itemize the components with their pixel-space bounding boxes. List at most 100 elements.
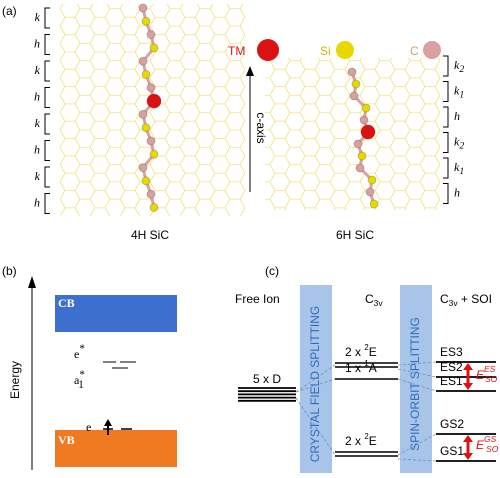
subscript: 1 xyxy=(459,90,464,101)
panel-label: (b) xyxy=(2,264,17,278)
legend-text: C xyxy=(410,44,419,58)
layer-bracket xyxy=(44,140,50,161)
level-label: 5 x D xyxy=(253,372,281,386)
base: A xyxy=(369,361,377,375)
superscript: 1 xyxy=(364,359,368,368)
band-label: VB xyxy=(58,433,75,447)
layer-label: k xyxy=(35,10,41,24)
level-label: 1 x 1A xyxy=(345,359,377,375)
base: h xyxy=(454,185,460,199)
prefix: 2 x xyxy=(345,434,364,448)
connector xyxy=(295,378,336,393)
level-label: e* xyxy=(74,343,85,361)
si-atom xyxy=(141,16,151,26)
layer-label: h xyxy=(454,109,460,123)
layer-label: k1 xyxy=(454,160,464,177)
base: E xyxy=(369,345,377,359)
connector xyxy=(397,378,437,392)
arrow-head xyxy=(463,383,473,390)
c-atom xyxy=(138,109,148,119)
layer-bracket xyxy=(443,183,449,204)
conduction-band xyxy=(55,295,177,332)
base: k xyxy=(454,160,460,174)
layer-label: h xyxy=(34,195,40,209)
si-atom xyxy=(357,151,367,161)
c-atom xyxy=(146,136,156,146)
lattice-6h xyxy=(265,58,440,210)
layer-bracket xyxy=(44,87,50,108)
si-atom xyxy=(141,123,151,133)
level-label: GS2 xyxy=(440,417,464,431)
si-atom xyxy=(149,149,159,159)
spin-orbit-band xyxy=(400,285,432,473)
polytype-title: 6H SiC xyxy=(336,228,374,242)
column-title: Free Ion xyxy=(235,292,280,306)
band-label: CB xyxy=(58,296,75,310)
c-atom xyxy=(146,83,156,93)
layer-bracket xyxy=(443,55,449,77)
si-atom xyxy=(141,176,151,186)
process-label: CRYSTAL FIELD SPLITTING xyxy=(308,306,322,462)
valence-band xyxy=(55,430,177,467)
level-label: ES3 xyxy=(440,345,463,359)
base: e xyxy=(74,347,79,361)
layer-label: h xyxy=(34,89,40,103)
base: h xyxy=(454,109,460,123)
layer-bracket xyxy=(44,60,50,82)
superscript: * xyxy=(79,369,85,381)
c-atom xyxy=(146,30,156,40)
base: E xyxy=(476,438,485,452)
si-atom xyxy=(351,79,361,89)
arrow-head xyxy=(28,276,36,288)
tm-atom xyxy=(146,93,162,109)
level-label: e xyxy=(86,420,91,434)
layer-bracket xyxy=(443,106,449,128)
c-atom xyxy=(347,67,357,77)
base: C xyxy=(365,292,374,306)
base: E xyxy=(369,434,377,448)
connector xyxy=(397,433,437,456)
level-label: ES2 xyxy=(440,360,463,374)
subscript: SO xyxy=(485,374,498,384)
layer-bracket xyxy=(44,113,50,135)
column-title: C3v xyxy=(365,292,383,308)
c-atom xyxy=(359,115,369,125)
layer-label: h xyxy=(34,142,40,156)
c-atom xyxy=(146,189,156,199)
legend-si xyxy=(336,41,354,59)
column-title: C3v + SOI xyxy=(440,292,492,308)
layer-bracket xyxy=(44,166,50,188)
superscript: * xyxy=(79,343,85,355)
layer-label: k xyxy=(35,116,41,130)
polytype-title: 4H SiC xyxy=(131,228,169,242)
level-label: 2 x 2E xyxy=(345,432,377,448)
superscript: GS xyxy=(484,434,497,444)
prefix: 1 x xyxy=(345,361,364,375)
subscript: 3v xyxy=(374,298,384,308)
layer-label: k2 xyxy=(454,58,464,75)
subscript: 1 xyxy=(459,166,464,177)
base: E xyxy=(476,368,485,382)
connector xyxy=(295,397,336,456)
base: Free Ion xyxy=(235,292,280,306)
subscript: 2 xyxy=(459,64,464,75)
base: C xyxy=(440,292,449,306)
axis-label: Energy xyxy=(8,361,22,399)
layer-bracket xyxy=(443,132,449,153)
connector xyxy=(397,368,437,378)
arrow-head xyxy=(104,419,112,426)
layer-bracket xyxy=(44,7,50,29)
c-atom xyxy=(349,91,359,101)
level-label: ES1 xyxy=(440,374,463,388)
splitting-label: EGS SO xyxy=(476,434,499,454)
c-atom xyxy=(138,163,148,173)
arrow-head xyxy=(463,435,473,442)
layer-label: k xyxy=(35,63,41,77)
base: a xyxy=(74,373,80,387)
layer-bracket xyxy=(44,34,50,55)
si-atom xyxy=(361,103,371,113)
layer-bracket xyxy=(443,157,449,179)
si-atom xyxy=(367,175,377,185)
